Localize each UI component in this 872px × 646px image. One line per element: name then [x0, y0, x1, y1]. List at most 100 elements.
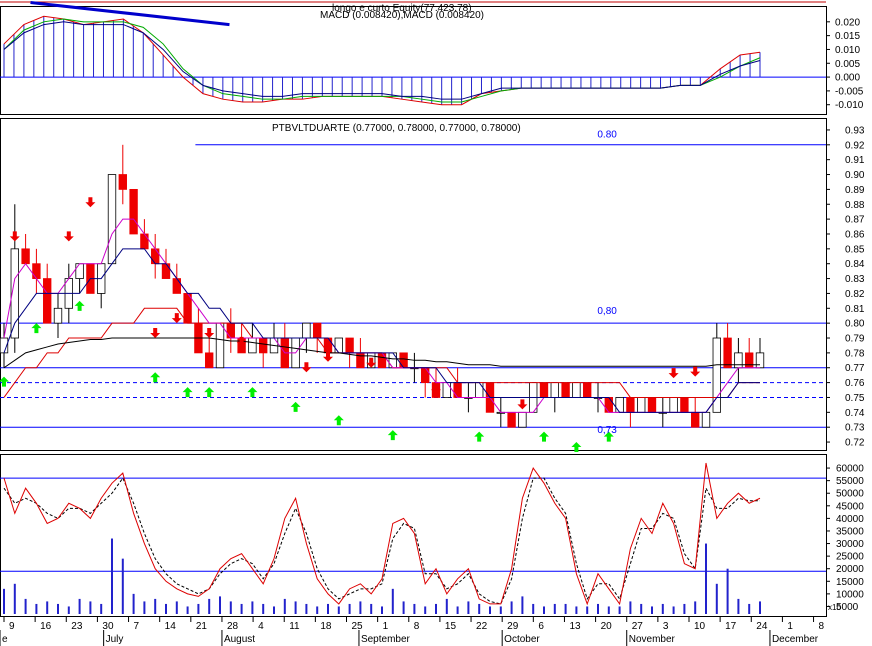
price-candle-body	[21, 248, 30, 265]
volume-y-tick-label: 55000	[836, 476, 864, 487]
price-title: PTBVLTDUARTE (0.77000, 0.78000, 0.77000,…	[272, 123, 521, 134]
volume-y-tick-label: 40000	[836, 514, 864, 525]
oscillator-signal-line	[3, 477, 760, 605]
price-candle-body	[615, 397, 624, 413]
x-day-label: 1	[787, 621, 793, 632]
price-candle-body	[75, 263, 84, 279]
price-annotation: 0,73	[597, 425, 617, 436]
volume-y-tick-label: 30000	[836, 539, 864, 550]
x-day-label: 28	[227, 621, 239, 632]
x-day-label: 17	[725, 621, 737, 632]
volume-panel-frame	[0, 454, 827, 617]
price-candle-body	[561, 382, 570, 398]
down-arrow	[668, 368, 679, 379]
up-arrow	[333, 415, 344, 426]
price-y-tick-label: 0.91	[845, 155, 865, 166]
price-y-tick-label: 0.86	[845, 229, 865, 240]
price-candle-body	[583, 382, 592, 398]
x-day-label: 29	[507, 621, 519, 632]
price-candle-body	[248, 337, 257, 354]
price-y-tick-label: 0.83	[845, 274, 865, 285]
price-panel-frame	[0, 118, 827, 451]
x-day-label: 14	[165, 621, 177, 632]
price-candle-body	[140, 233, 149, 250]
up-arrow	[290, 401, 301, 412]
down-arrow	[9, 231, 20, 242]
price-candle-body	[259, 337, 268, 354]
volume-y-tick-label: 45000	[836, 501, 864, 512]
x-day-label: 6	[538, 621, 544, 632]
macd-y-tick-label: 0.015	[835, 31, 860, 42]
price-y-tick-label: 0.81	[845, 304, 865, 315]
x-day-label: 24	[756, 621, 768, 632]
price-candle-body	[518, 411, 527, 428]
price-candle-body	[107, 174, 117, 265]
price-y-tick-label: 0.87	[845, 215, 865, 226]
price-y-tick-label: 0.85	[845, 244, 865, 255]
x-month-label: September	[361, 634, 411, 645]
price-candle-body	[43, 278, 52, 324]
price-ma-1	[3, 248, 760, 413]
price-candle-body	[723, 337, 732, 369]
price-y-tick-label: 0.93	[845, 125, 865, 136]
down-arrow	[171, 313, 182, 324]
price-candle-body	[507, 411, 516, 428]
up-arrow	[31, 323, 42, 334]
macd-y-tick-label: -0.010	[835, 100, 864, 111]
price-candle-body	[475, 382, 484, 398]
up-arrow	[571, 442, 582, 453]
price-candle-body	[701, 411, 711, 428]
price-candle-body	[10, 248, 19, 339]
price-candle-body	[442, 382, 451, 398]
x-day-label: 23	[71, 621, 83, 632]
macd-y-tick-label: 0.000	[835, 73, 860, 84]
price-y-tick-label: 0.92	[845, 140, 865, 151]
price-y-tick-label: 0.89	[845, 185, 865, 196]
up-arrow	[539, 431, 549, 442]
price-y-tick-label: 0.76	[845, 378, 865, 389]
price-y-tick-label: 0.90	[845, 170, 865, 181]
volume-y-tick-label: 20000	[836, 564, 864, 575]
price-candle-body	[215, 322, 225, 369]
price-candle-body	[32, 263, 41, 279]
price-candle-body	[388, 352, 397, 369]
macd-series-line-2	[3, 21, 761, 100]
x-day-label: 21	[196, 621, 208, 632]
macd-y-tick-label: 0.005	[835, 59, 860, 70]
price-candle-body	[745, 352, 754, 369]
price-y-tick-label: 0.79	[845, 334, 865, 345]
x-day-label: 25	[352, 621, 364, 632]
x-day-label: 16	[40, 621, 52, 632]
price-annotation: 0,80	[597, 306, 617, 317]
volume-y-tick-label: 35000	[836, 526, 864, 537]
down-arrow	[301, 362, 312, 373]
price-annotation: 0.80	[597, 129, 617, 140]
up-arrow	[387, 430, 398, 441]
price-candle-body	[755, 352, 765, 369]
down-arrow	[366, 357, 377, 368]
price-candle-body	[399, 352, 408, 369]
price-candle-body	[680, 397, 689, 413]
up-arrow	[247, 387, 258, 398]
price-panel: 0.93 0.92 0.91 0.90 0.89 0.88 0.87 0.86 0.85 0.84…	[0, 125, 865, 453]
price-candle-body	[313, 322, 322, 339]
x-day-label: 18	[320, 621, 332, 632]
price-candle-body	[669, 397, 678, 413]
x-day-label: 30	[102, 621, 114, 632]
x-day-label: 11	[289, 621, 300, 632]
price-candle-body	[53, 307, 63, 324]
up-arrow	[474, 431, 485, 442]
macd-panel-frame	[0, 6, 827, 115]
x-day-label: 8	[819, 621, 825, 632]
price-candle-body	[129, 188, 138, 235]
x-day-label: 3	[663, 621, 669, 632]
price-y-tick-label: 0.72	[845, 438, 865, 449]
macd-title: MACD (0.008420),MACD (0.008420)	[320, 10, 484, 21]
x-month-label: December	[772, 634, 819, 645]
price-candle-body	[345, 337, 354, 354]
volume-y-tick-label: 60000	[836, 464, 864, 475]
down-arrow	[150, 328, 161, 339]
price-y-tick-label: 0.75	[845, 393, 865, 404]
price-y-tick-label: 0.73	[845, 423, 865, 434]
price-candle-body	[118, 174, 127, 190]
